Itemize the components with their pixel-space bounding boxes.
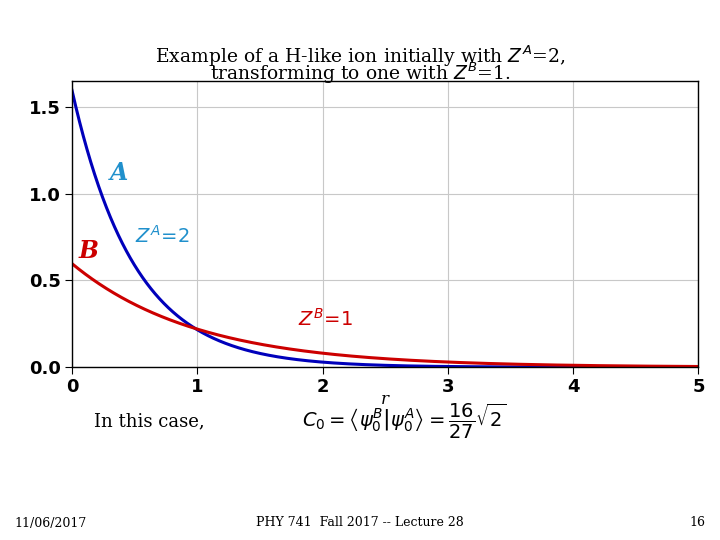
Text: 11/06/2017: 11/06/2017 <box>14 516 86 530</box>
Text: B: B <box>78 239 98 263</box>
Text: A: A <box>109 161 128 185</box>
Text: Example of a H-like ion initially with $Z^A$=2,: Example of a H-like ion initially with $… <box>155 44 565 70</box>
Text: $Z^B\!=\!1$: $Z^B\!=\!1$ <box>297 308 353 329</box>
Text: transforming to one with $Z^B$=1.: transforming to one with $Z^B$=1. <box>210 60 510 86</box>
Text: $C_0 = \left\langle \psi_0^B \middle| \psi_0^A \right\rangle = \dfrac{16}{27}\sq: $C_0 = \left\langle \psi_0^B \middle| \p… <box>302 402 507 441</box>
Text: 16: 16 <box>690 516 706 530</box>
Text: In this case,: In this case, <box>94 412 204 430</box>
Text: $Z^A\!=\!2$: $Z^A\!=\!2$ <box>135 225 189 246</box>
Text: r: r <box>381 390 390 408</box>
Text: PHY 741  Fall 2017 -- Lecture 28: PHY 741 Fall 2017 -- Lecture 28 <box>256 516 464 530</box>
